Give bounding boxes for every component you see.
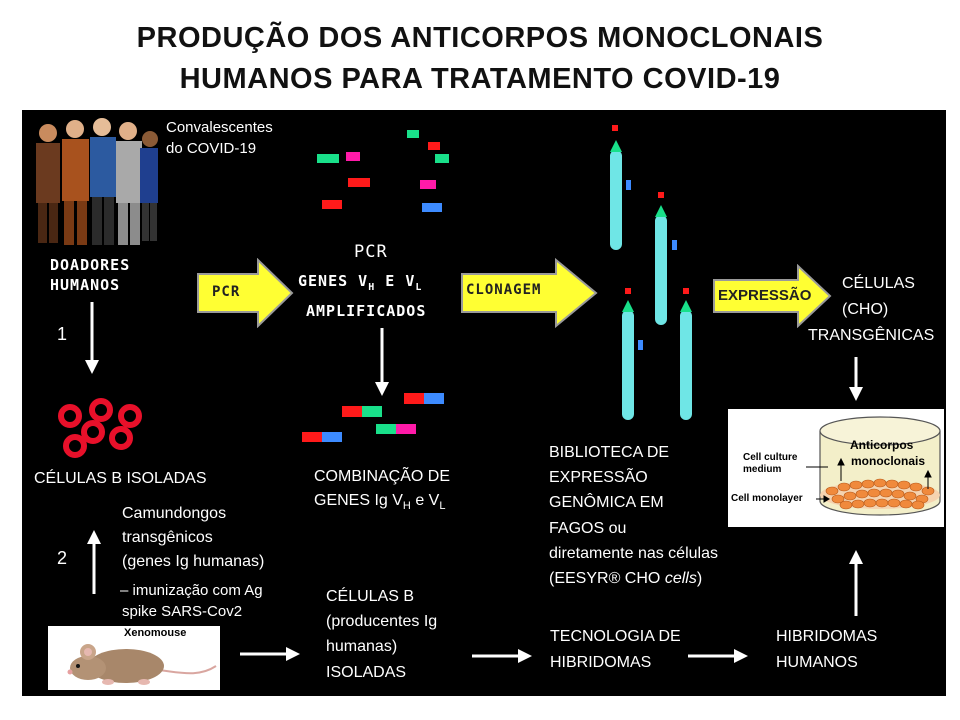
pcr-heading: PCR (354, 242, 388, 262)
b-producers-line-1: CÉLULAS B (326, 588, 415, 605)
combination-prefix: GENES Ig V (314, 492, 403, 509)
dish-medium-line-2: medium (743, 464, 782, 475)
b-producers-line-2: (producentes Ig (326, 613, 438, 630)
mice-line-3: (genes Ig humanas) (122, 553, 265, 570)
down-arrow-1 (85, 302, 99, 374)
human-donors-illustration (36, 118, 158, 245)
library-line-1: BIBLIOTECA DE (549, 444, 670, 461)
cloning-arrow-label: CLONAGEM (466, 282, 542, 298)
diagram-panel (22, 110, 946, 696)
convalescent-caption-line-1: Convalescentes (166, 119, 273, 136)
dish-antibodies-line-2: monoclonais (851, 454, 926, 468)
mice-line-1: Camundongos (122, 505, 227, 522)
combination-sub-h: H (402, 500, 411, 513)
hybridoma-tech-line-1: TECNOLOGIA DE (550, 628, 681, 645)
culture-dish-illustration (806, 416, 941, 516)
title-line-2: HUMANOS PARA TRATAMENTO COVID-19 (179, 63, 781, 95)
up-arrow-2 (87, 530, 101, 594)
expression-arrow (713, 264, 832, 328)
phage-library-illustration (610, 125, 692, 420)
cho-line-3: TRANSGÊNICAS (808, 327, 935, 344)
combination-line-1: COMBINAÇÃO DE (314, 468, 451, 485)
step-number-1: 1 (57, 324, 68, 344)
combined-gene-fragments (302, 393, 444, 442)
b-producers-line-3: humanas) (326, 638, 398, 655)
hybridoma-tech-line-2: HIBRIDOMAS (550, 654, 652, 671)
library-line-5: diretamente nas células (549, 545, 718, 562)
pcr-and: E V (385, 272, 416, 290)
donors-label-line-2: HUMANOS (50, 276, 121, 294)
expression-arrow-label: EXPRESSÃO (718, 287, 812, 304)
donors-label-line-1: DOADORES (50, 256, 131, 274)
combination-line-2: GENES Ig VH e VL (314, 490, 445, 517)
pcr-genes-prefix: GENES V (298, 272, 369, 290)
pcr-arrow (197, 258, 294, 328)
library-line-4: FAGOS ou (549, 520, 627, 537)
pcr-sub-l: L (415, 282, 423, 293)
down-arrow-pcr (375, 328, 389, 396)
combination-and: e V (415, 492, 440, 509)
gene-fragments-scattered (317, 130, 449, 212)
mouse-illustration (67, 644, 217, 685)
right-arrow-b-producers (472, 649, 532, 663)
pcr-genes-line: GENES VH E VL (298, 272, 422, 293)
library-line-2: EXPRESSÃO (549, 469, 648, 486)
mice-line-4: – imunização com Ag (120, 582, 263, 599)
cho-line-2: (CHO) (842, 301, 889, 318)
step-number-2: 2 (57, 548, 68, 568)
right-arrow-hybridoma (688, 649, 748, 663)
library-line-6-prefix: (EESYR® CHO (549, 570, 665, 587)
b-producers-line-4: ISOLADAS (326, 664, 407, 681)
title-line-1: PRODUÇÃO DOS ANTICORPOS MONOCLONAIS (136, 22, 824, 54)
library-line-6-suffix: ) (696, 570, 703, 587)
cho-line-1: CÉLULAS (842, 275, 915, 292)
mice-line-5: spike SARS-Cov2 (122, 603, 243, 620)
right-arrow-mouse (240, 647, 300, 661)
convalescent-caption-line-2: do COVID-19 (166, 140, 257, 157)
dish-medium-line-1: Cell culture (743, 452, 798, 463)
mice-line-2: transgênicos (122, 529, 213, 546)
pcr-sub-h: H (368, 282, 376, 293)
human-hybridomas-line-1: HIBRIDOMAS (776, 628, 878, 645)
up-arrow-hybridomas (849, 550, 863, 616)
dish-monolayer-label: Cell monolayer (731, 493, 803, 504)
b-cells-illustration (58, 398, 142, 458)
b-cells-label: CÉLULAS B ISOLADAS (34, 470, 207, 487)
cloning-arrow (461, 258, 598, 328)
pcr-amplified: AMPLIFICADOS (306, 302, 427, 320)
xenomouse-label: Xenomouse (124, 627, 187, 639)
down-arrow-cho (849, 357, 863, 401)
library-line-6-italic: cells (664, 570, 697, 587)
library-line-6: (EESYR® CHO cells) (549, 568, 702, 589)
combination-sub-l: L (439, 500, 446, 513)
human-hybridomas-line-2: HUMANOS (776, 654, 858, 671)
library-line-3: GENÔMICA EM (549, 494, 664, 511)
pcr-arrow-label: PCR (212, 284, 241, 300)
dish-antibodies-line-1: Anticorpos (850, 438, 914, 452)
